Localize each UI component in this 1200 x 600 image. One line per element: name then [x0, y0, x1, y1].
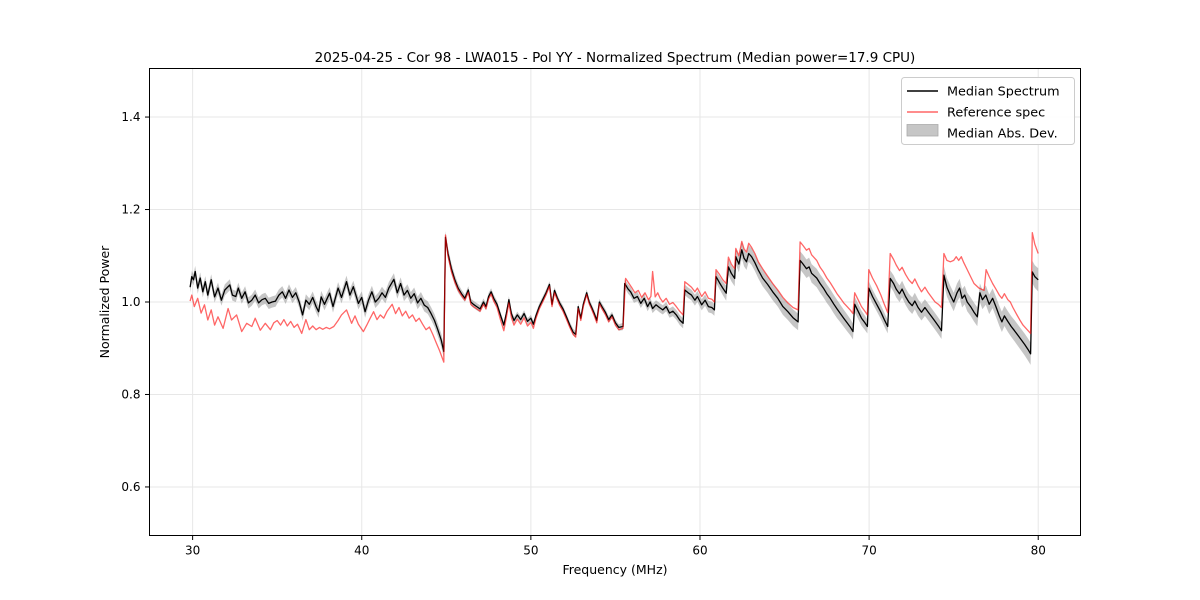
y-axis: 0.6 0.8 1.0 1.2 1.4	[121, 110, 150, 494]
y-tick-label: 1.2	[121, 203, 140, 217]
legend-swatch-patch	[906, 124, 939, 137]
reference-spec-line	[189, 231, 1039, 363]
y-tick-label: 1.4	[121, 110, 140, 124]
series-lines	[189, 231, 1039, 363]
y-axis-label: Normalized Power	[97, 245, 112, 359]
y-tick-label: 0.8	[121, 387, 140, 401]
x-tick-label: 30	[185, 544, 200, 558]
legend-item-label: Median Spectrum	[947, 85, 1060, 100]
x-axis-label: Frequency (MHz)	[562, 562, 667, 577]
legend: Median Spectrum Reference spec Median Abs.…	[901, 77, 1075, 145]
legend-item-label: Median Abs. Dev.	[947, 127, 1058, 142]
median-spectrum-line	[189, 236, 1039, 355]
x-axis: 30 40 50 60 70 80	[185, 535, 1046, 558]
x-tick-label: 50	[523, 544, 538, 558]
legend-item-label: Reference spec	[947, 106, 1045, 121]
x-tick-label: 60	[692, 544, 707, 558]
x-tick-label: 70	[861, 544, 876, 558]
legend-box	[901, 77, 1075, 145]
y-tick-label: 0.6	[121, 480, 140, 494]
x-tick-label: 80	[1031, 544, 1046, 558]
y-tick-label: 1.0	[121, 295, 140, 309]
x-tick-label: 40	[354, 544, 369, 558]
chart-title: 2025-04-25 - Cor 98 - LWA015 - Pol YY - …	[315, 50, 916, 66]
